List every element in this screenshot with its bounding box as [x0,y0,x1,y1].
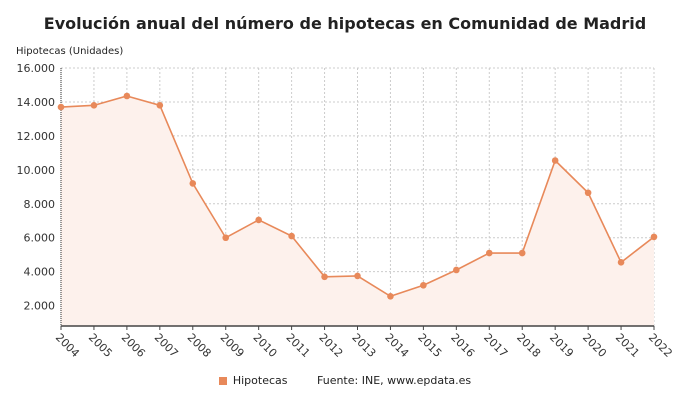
x-tick-label: 2015 [415,331,444,360]
data-point [189,180,197,187]
x-tick-label: 2006 [119,331,148,360]
y-tick-label: 8.000 [24,198,56,211]
source-note: Fuente: INE, www.epdata.es [317,374,472,387]
legend-label: Hipotecas [232,374,288,387]
y-tick-label: 14.000 [17,96,56,109]
x-tick-label: 2007 [152,331,181,360]
y-axis-label: Hipotecas (Unidades) [16,46,124,57]
y-tick-label: 16.000 [17,62,56,75]
y-tick-label: 6.000 [24,232,56,245]
data-point [255,216,262,224]
data-point [90,102,98,109]
x-tick-label: 2020 [580,331,609,360]
data-point [354,272,361,280]
x-tick-label: 2009 [218,331,247,360]
data-point [650,233,658,241]
x-tick-label: 2021 [613,331,642,360]
x-tick-label: 2005 [86,331,115,360]
x-tick-label: 2013 [349,331,378,360]
y-tick-label: 2.000 [24,300,56,313]
data-point [584,189,592,197]
data-point [156,102,164,109]
x-tick-label: 2012 [316,331,345,360]
data-point [123,92,131,100]
y-tick-label: 10.000 [17,164,56,177]
data-point [420,281,427,289]
data-point [387,292,394,300]
x-tick-label: 2018 [514,331,543,360]
y-tick-label: 12.000 [17,130,56,143]
data-point [453,266,460,274]
x-tick-label: 2019 [547,331,576,360]
data-point [518,249,526,257]
legend: Hipotecas Fuente: INE, www.epdata.es [0,374,690,387]
data-point [617,259,625,266]
x-tick-label: 2004 [53,331,82,360]
x-tick-label: 2014 [382,331,411,360]
chart-title: Evolución anual del número de hipotecas … [43,14,647,33]
x-tick-label: 2010 [251,331,280,360]
y-tick-label: 4.000 [24,266,56,279]
data-point [288,232,295,240]
x-tick-label: 2022 [646,331,675,360]
data-point [222,234,230,242]
series-area [61,96,654,326]
x-tick-label: 2011 [283,331,312,360]
x-tick-label: 2017 [481,331,510,360]
x-tick-label: 2016 [448,331,477,360]
x-tick-label: 2008 [185,331,214,360]
data-point [57,103,65,111]
data-point [485,249,493,257]
data-point [321,273,328,281]
data-point [551,157,559,164]
legend-swatch [218,377,227,385]
